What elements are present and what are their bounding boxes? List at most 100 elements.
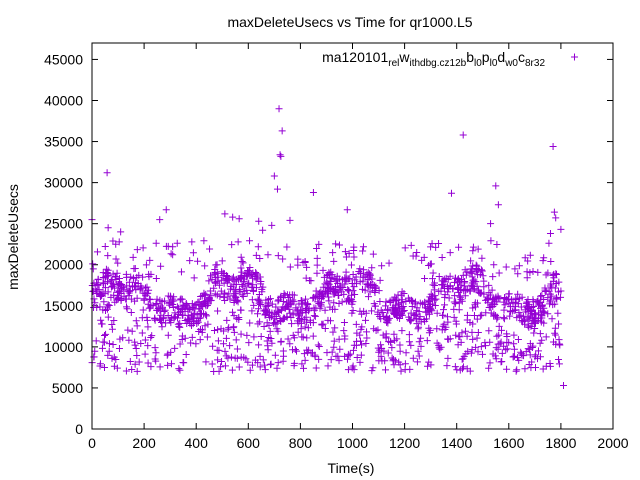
data-point bbox=[353, 337, 361, 345]
data-point bbox=[359, 243, 367, 251]
data-point bbox=[174, 304, 182, 312]
data-point bbox=[100, 298, 108, 306]
data-point bbox=[343, 355, 351, 363]
data-point bbox=[371, 282, 379, 290]
data-point bbox=[152, 239, 160, 247]
data-point bbox=[337, 284, 345, 292]
data-point bbox=[144, 359, 152, 367]
data-point bbox=[411, 312, 419, 320]
data-point bbox=[443, 362, 451, 370]
data-point bbox=[361, 286, 369, 294]
data-point bbox=[538, 307, 546, 315]
data-point bbox=[255, 305, 263, 313]
data-point bbox=[99, 279, 107, 287]
data-point bbox=[213, 261, 221, 269]
data-point bbox=[517, 303, 525, 311]
data-point bbox=[534, 268, 542, 276]
data-point bbox=[485, 327, 493, 335]
data-point bbox=[433, 309, 441, 317]
data-point bbox=[351, 276, 359, 284]
data-point bbox=[487, 291, 495, 299]
data-point bbox=[117, 228, 125, 236]
data-point bbox=[291, 346, 299, 354]
data-point bbox=[186, 317, 194, 325]
data-point bbox=[523, 268, 531, 276]
data-point bbox=[301, 356, 309, 364]
data-point bbox=[540, 254, 548, 262]
y-tick-label: 25000 bbox=[44, 216, 83, 232]
data-point bbox=[176, 340, 184, 348]
data-point bbox=[311, 312, 319, 320]
data-point bbox=[319, 320, 327, 328]
data-point bbox=[376, 298, 384, 306]
data-point bbox=[313, 269, 321, 277]
data-point bbox=[462, 286, 470, 294]
data-point bbox=[469, 247, 477, 255]
data-point bbox=[293, 306, 301, 314]
data-point bbox=[115, 345, 123, 353]
data-point bbox=[145, 286, 153, 294]
data-point bbox=[493, 241, 501, 249]
data-point bbox=[525, 305, 533, 313]
data-point bbox=[113, 364, 121, 372]
data-point bbox=[165, 316, 173, 324]
data-point bbox=[454, 275, 462, 283]
data-point bbox=[444, 335, 452, 343]
data-point bbox=[318, 290, 326, 298]
data-point bbox=[122, 295, 130, 303]
legend-label-part: w0 bbox=[504, 58, 518, 69]
data-point bbox=[210, 284, 218, 292]
data-point bbox=[402, 349, 410, 357]
data-point bbox=[141, 336, 149, 344]
legend-label-part: l0 bbox=[490, 58, 498, 69]
data-point bbox=[294, 255, 302, 263]
data-point bbox=[340, 318, 348, 326]
data-point bbox=[538, 292, 546, 300]
data-point bbox=[532, 351, 540, 359]
data-point bbox=[450, 313, 458, 321]
data-point bbox=[222, 334, 230, 342]
data-point bbox=[521, 365, 529, 373]
data-point bbox=[510, 345, 518, 353]
data-point bbox=[349, 346, 357, 354]
data-point bbox=[102, 265, 110, 273]
data-point bbox=[444, 318, 452, 326]
data-point bbox=[93, 248, 101, 256]
data-point bbox=[526, 340, 534, 348]
data-point bbox=[272, 310, 280, 318]
data-point bbox=[125, 278, 133, 286]
data-point bbox=[219, 272, 227, 280]
data-point bbox=[103, 270, 111, 278]
data-point bbox=[221, 290, 229, 298]
data-point bbox=[208, 360, 216, 368]
data-point bbox=[414, 325, 422, 333]
data-point bbox=[489, 273, 497, 281]
data-point bbox=[156, 216, 164, 224]
data-point bbox=[429, 275, 437, 283]
data-point bbox=[214, 307, 222, 315]
data-point bbox=[215, 281, 223, 289]
data-point bbox=[518, 351, 526, 359]
data-point bbox=[500, 315, 508, 323]
x-axis-label: Time(s) bbox=[328, 460, 375, 476]
data-point bbox=[286, 340, 294, 348]
data-point bbox=[341, 352, 349, 360]
data-point bbox=[228, 241, 236, 249]
data-point bbox=[498, 357, 506, 365]
data-point bbox=[188, 333, 196, 341]
data-point bbox=[158, 323, 166, 331]
data-point bbox=[330, 285, 338, 293]
data-point bbox=[256, 299, 264, 307]
data-point bbox=[329, 249, 337, 257]
data-point bbox=[551, 324, 559, 332]
data-point bbox=[517, 350, 525, 358]
data-point bbox=[237, 306, 245, 314]
data-point bbox=[335, 241, 343, 249]
data-point bbox=[348, 279, 356, 287]
data-point bbox=[273, 185, 281, 193]
data-point bbox=[353, 329, 361, 337]
data-point bbox=[412, 252, 420, 260]
data-point bbox=[411, 300, 419, 308]
data-point bbox=[545, 287, 553, 295]
data-point bbox=[415, 352, 423, 360]
